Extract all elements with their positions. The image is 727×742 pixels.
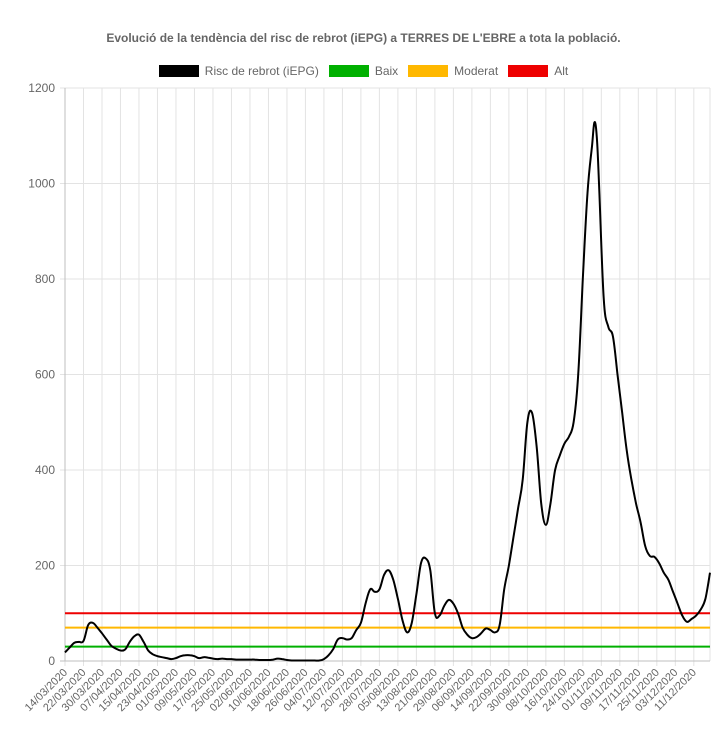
legend-item-moderat[interactable]: Moderat: [408, 64, 498, 78]
legend-item-baix[interactable]: Baix: [328, 64, 399, 78]
legend-swatch-moderat: [408, 65, 449, 77]
legend-item-risc[interactable]: Risc de rebrot (iEPG): [158, 64, 319, 78]
legend-label-moderat: Moderat: [454, 64, 499, 78]
legend-swatch-risc: [158, 65, 199, 77]
legend-swatch-alt: [508, 65, 549, 77]
series-line-risc-de-rebrot: [64, 121, 711, 662]
y-tick-label: 600: [35, 368, 55, 382]
y-tick-label: 1000: [28, 177, 55, 191]
legend-label-risc: Risc de rebrot (iEPG): [204, 64, 319, 78]
legend-swatch-baix: [328, 65, 369, 77]
y-tick-label: 200: [35, 559, 55, 573]
chart-title: Evolució de la tendència del risc de reb…: [106, 31, 621, 45]
legend: Risc de rebrot (iEPG) Baix Moderat Alt: [0, 64, 727, 78]
y-tick-label: 0: [48, 654, 55, 668]
legend-label-baix: Baix: [374, 64, 399, 78]
legend-label-alt: Alt: [554, 64, 569, 78]
y-tick-label: 400: [35, 463, 55, 477]
legend-item-alt[interactable]: Alt: [508, 64, 568, 78]
y-tick-label: 800: [35, 272, 55, 286]
y-tick-label: 1200: [28, 81, 55, 95]
